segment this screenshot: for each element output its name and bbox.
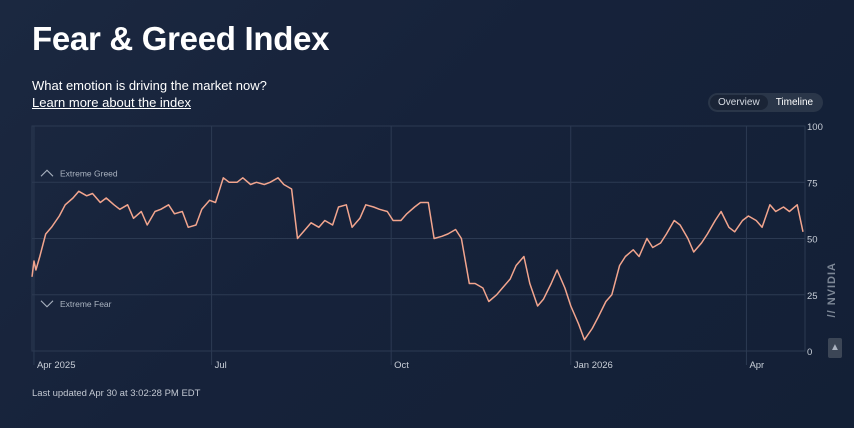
series-line (31, 177, 804, 341)
zone-label: Extreme Greed (60, 168, 118, 178)
chevron-down-icon (40, 300, 54, 308)
page-subtitle: What emotion is driving the market now? (32, 78, 267, 93)
zone-label: Extreme Fear (60, 299, 112, 309)
y-tick-label: 75 (807, 178, 818, 189)
x-tick-label: Apr (749, 360, 764, 371)
learn-more-link[interactable]: Learn more about the index (32, 95, 191, 110)
view-toggle[interactable]: Overview Timeline (708, 93, 823, 112)
tab-overview[interactable]: Overview (710, 95, 768, 110)
y-tick-label: 25 (807, 291, 818, 302)
x-tick-label: Jan 2026 (574, 360, 613, 371)
tab-timeline[interactable]: Timeline (775, 97, 814, 108)
y-tick-label: 100 (807, 122, 823, 133)
x-tick-label: Jul (215, 360, 227, 371)
up-arrow-icon[interactable]: ▲ (828, 338, 842, 358)
page-title: Fear & Greed Index (32, 20, 330, 57)
x-tick-label: Oct (394, 360, 409, 371)
last-updated-text: Last updated Apr 30 at 3:02:28 PM EDT (32, 388, 201, 399)
y-tick-label: 50 (807, 235, 818, 246)
x-tick-label: Apr 2025 (37, 360, 76, 371)
y-tick-label: 0 (807, 347, 812, 358)
nvidia-watermark: // NVIDIA (826, 262, 838, 318)
chevron-up-icon (40, 169, 54, 177)
